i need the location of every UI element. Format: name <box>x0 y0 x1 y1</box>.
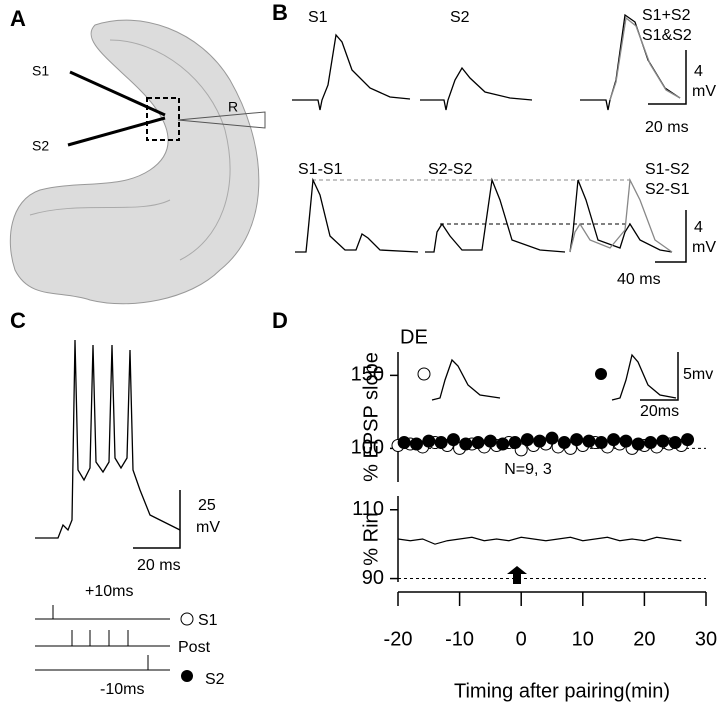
label: 4 <box>694 63 703 80</box>
point <box>533 434 547 448</box>
symbol <box>417 367 431 381</box>
point <box>656 434 670 448</box>
x-tick-label: 20 <box>633 628 655 650</box>
label: S1+S2 <box>642 7 691 24</box>
y-tick-label: 100 <box>351 437 384 459</box>
label: S2 <box>205 671 225 688</box>
point <box>607 433 621 447</box>
point <box>644 436 658 450</box>
label: S1 <box>308 9 328 26</box>
point <box>681 433 695 447</box>
point <box>446 433 460 447</box>
trace <box>569 179 673 253</box>
line <box>397 536 682 545</box>
pipette <box>177 111 266 129</box>
panel-letter: C <box>10 308 26 333</box>
label: mV <box>692 83 716 100</box>
point <box>496 437 510 451</box>
point <box>545 431 559 445</box>
label: S2 <box>450 9 470 26</box>
label: mV <box>196 519 220 536</box>
pairing-arrow <box>507 566 527 584</box>
label: S1 <box>32 63 49 79</box>
trace <box>569 177 673 253</box>
label: 4 <box>694 219 703 236</box>
point <box>594 436 608 450</box>
label: S1-S1 <box>298 161 343 178</box>
y-tick-label: 110 <box>352 498 384 520</box>
slice-layer <box>29 199 171 216</box>
point <box>582 434 596 448</box>
point <box>619 434 633 448</box>
symbol <box>595 368 607 380</box>
panel-letter: A <box>10 6 26 31</box>
scale-bar <box>640 352 679 401</box>
x-tick-label: 30 <box>695 628 717 650</box>
label: S1&S2 <box>642 27 692 44</box>
scale-bar <box>655 210 687 263</box>
label: +10ms <box>85 583 133 600</box>
symbol <box>181 670 193 682</box>
point <box>668 436 682 450</box>
label: S1-S2 <box>645 161 690 178</box>
point <box>422 434 436 448</box>
label: 40 ms <box>617 271 661 288</box>
scale-bar <box>133 490 181 549</box>
panel-letter: B <box>272 0 288 25</box>
region-box <box>146 97 180 141</box>
label: 5mv <box>683 366 713 383</box>
point <box>409 437 423 451</box>
trace <box>295 177 419 253</box>
point <box>631 437 645 451</box>
label: R <box>228 99 238 115</box>
annotation: N=9, 3 <box>504 461 552 478</box>
label: 25 <box>198 497 216 514</box>
panel-letter: D <box>272 308 288 333</box>
trace <box>425 177 566 253</box>
label: mV <box>692 239 716 256</box>
x-tick-label: -10 <box>445 628 474 650</box>
label: Post <box>178 639 211 656</box>
point <box>471 436 485 450</box>
x-tick-label: 10 <box>572 628 594 650</box>
label: S2 <box>32 138 49 154</box>
slice-layer <box>109 39 231 261</box>
trace <box>420 66 533 111</box>
y-tick-label: 150 <box>351 364 384 386</box>
point <box>557 436 571 450</box>
trace <box>431 358 501 401</box>
label: -10ms <box>100 681 144 698</box>
label: DE <box>400 326 428 348</box>
point <box>434 436 448 450</box>
label: S2-S1 <box>645 181 690 198</box>
scale-bar <box>648 50 687 105</box>
x-axis-label: Timing after pairing(min) <box>454 680 670 702</box>
electrode <box>69 70 166 117</box>
y-tick-label: 90 <box>362 567 384 589</box>
trace <box>611 353 677 401</box>
label: 20ms <box>640 403 679 420</box>
trace <box>292 33 411 111</box>
label: 20 ms <box>137 557 181 574</box>
slice <box>9 19 260 305</box>
point <box>397 436 411 450</box>
y-axis-label: % EPSP slope <box>360 352 382 482</box>
x-tick-label: -20 <box>384 628 413 650</box>
trace <box>609 16 681 101</box>
point <box>570 433 584 447</box>
label: 20 ms <box>645 119 689 136</box>
point <box>483 434 497 448</box>
label: S2-S2 <box>428 161 473 178</box>
x-tick-label: 0 <box>516 628 527 650</box>
y-axis-label: % Rin <box>360 512 382 565</box>
trace <box>35 339 181 539</box>
label: S1 <box>198 612 218 629</box>
point <box>508 436 522 450</box>
point <box>459 437 473 451</box>
point <box>520 433 534 447</box>
symbol <box>180 612 194 626</box>
electrode <box>67 116 166 147</box>
